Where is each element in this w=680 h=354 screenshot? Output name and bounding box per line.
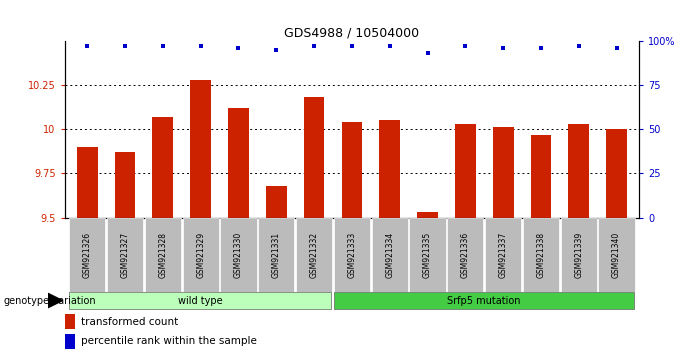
Text: GSM921337: GSM921337 bbox=[498, 232, 507, 278]
Point bbox=[233, 45, 244, 51]
Bar bbox=[115, 152, 135, 218]
Bar bbox=[296, 218, 333, 292]
Bar bbox=[379, 120, 400, 218]
Bar bbox=[69, 218, 105, 292]
Bar bbox=[523, 218, 559, 292]
Bar bbox=[447, 218, 483, 292]
Point bbox=[573, 43, 584, 49]
Text: GSM921330: GSM921330 bbox=[234, 232, 243, 278]
Bar bbox=[417, 212, 438, 218]
Point bbox=[460, 43, 471, 49]
Text: GSM921332: GSM921332 bbox=[309, 232, 319, 278]
Text: percentile rank within the sample: percentile rank within the sample bbox=[81, 336, 256, 346]
Bar bbox=[145, 218, 181, 292]
Text: GSM921326: GSM921326 bbox=[83, 232, 92, 278]
Text: GSM921338: GSM921338 bbox=[537, 232, 545, 278]
Point bbox=[195, 43, 206, 49]
Bar bbox=[77, 147, 98, 218]
Text: GSM921333: GSM921333 bbox=[347, 232, 356, 278]
Bar bbox=[69, 292, 330, 309]
Point bbox=[309, 43, 320, 49]
Text: genotype/variation: genotype/variation bbox=[3, 296, 96, 306]
Text: GSM921329: GSM921329 bbox=[197, 232, 205, 278]
Text: GSM921335: GSM921335 bbox=[423, 232, 432, 278]
Bar bbox=[228, 108, 249, 218]
Bar bbox=[598, 218, 634, 292]
Text: transformed count: transformed count bbox=[81, 316, 178, 327]
Polygon shape bbox=[48, 293, 63, 308]
Point bbox=[422, 50, 433, 56]
Text: GSM921334: GSM921334 bbox=[385, 232, 394, 278]
Bar bbox=[190, 80, 211, 218]
Point bbox=[498, 45, 509, 51]
Point bbox=[271, 47, 282, 52]
Point bbox=[82, 43, 92, 49]
Bar bbox=[266, 186, 287, 218]
Point bbox=[158, 43, 169, 49]
Text: GSM921339: GSM921339 bbox=[574, 232, 583, 278]
Bar bbox=[568, 124, 589, 218]
Bar bbox=[606, 129, 627, 218]
Bar bbox=[341, 122, 362, 218]
Bar bbox=[304, 97, 324, 218]
Bar bbox=[334, 292, 634, 309]
Point bbox=[535, 45, 546, 51]
Text: Srfp5 mutation: Srfp5 mutation bbox=[447, 296, 521, 306]
Text: GSM921336: GSM921336 bbox=[461, 232, 470, 278]
Title: GDS4988 / 10504000: GDS4988 / 10504000 bbox=[284, 27, 420, 40]
Bar bbox=[409, 218, 445, 292]
Text: GSM921327: GSM921327 bbox=[120, 232, 130, 278]
Bar bbox=[65, 314, 75, 329]
Bar bbox=[220, 218, 256, 292]
Bar bbox=[152, 117, 173, 218]
Bar bbox=[530, 135, 551, 218]
Bar bbox=[371, 218, 408, 292]
Bar bbox=[65, 334, 75, 348]
Point bbox=[346, 43, 358, 49]
Text: GSM921328: GSM921328 bbox=[158, 232, 167, 278]
Point bbox=[384, 43, 395, 49]
Bar bbox=[334, 218, 370, 292]
Point bbox=[120, 43, 131, 49]
Bar bbox=[485, 218, 522, 292]
Point bbox=[611, 45, 622, 51]
Text: GSM921331: GSM921331 bbox=[272, 232, 281, 278]
Text: wild type: wild type bbox=[178, 296, 223, 306]
Bar bbox=[258, 218, 294, 292]
Bar bbox=[560, 218, 597, 292]
Bar bbox=[493, 127, 513, 218]
Bar bbox=[455, 124, 476, 218]
Text: GSM921340: GSM921340 bbox=[612, 232, 621, 278]
Bar bbox=[107, 218, 143, 292]
Bar bbox=[182, 218, 219, 292]
